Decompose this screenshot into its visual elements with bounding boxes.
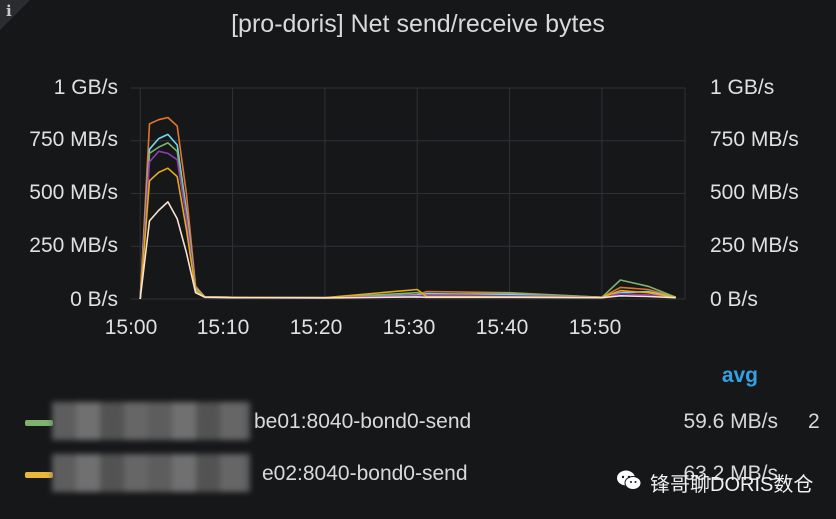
y-tick-label-right: 1 GB/s [710,76,775,99]
series-name[interactable]: be01:8040-bond0-send [254,410,472,433]
x-tick-label: 15:50 [568,316,622,339]
redacted-hostname [52,402,250,440]
x-tick-label: 15:10 [196,316,250,339]
series-color-swatch[interactable] [25,420,53,426]
series-line-4[interactable] [139,167,676,300]
y-tick-label-left: 500 MB/s [29,181,118,204]
watermark-text: 锋哥聊DORIS数仓 [650,474,814,496]
series-line-5[interactable] [139,201,676,300]
clipped-value: 2 [808,410,820,433]
y-tick-label-right: 0 B/s [710,288,758,311]
info-icon[interactable]: i [6,2,12,20]
wechat-icon [617,470,642,490]
legend-row[interactable]: e02:8040-bond0-send 63.2 MB/s [0,454,836,494]
grid-lines [131,87,686,300]
y-tick-label-left: 1 GB/s [53,76,118,99]
y-tick-label-left: 0 B/s [70,288,118,311]
series-line-3[interactable] [139,150,676,300]
x-tick-label: 15:20 [289,316,343,339]
series-line-1[interactable] [139,133,676,300]
series-avg-value: 63.2 MB/s [683,462,778,485]
redacted-hostname [52,454,250,492]
panel-info-corner[interactable] [0,0,30,30]
y-tick-label-left: 250 MB/s [29,234,118,257]
legend-row[interactable]: be01:8040-bond0-send 59.6 MB/s 2 [0,402,836,442]
series-name[interactable]: e02:8040-bond0-send [262,462,468,485]
watermark: 锋哥聊DORIS数仓 [616,464,816,498]
x-tick-label: 15:30 [382,316,436,339]
x-tick-label: 15:00 [104,316,158,339]
x-tick-label: 15:40 [475,316,529,339]
series-line-0[interactable] [139,116,677,300]
series-lines [139,116,677,300]
series-avg-value: 59.6 MB/s [683,410,778,433]
y-tick-label-right: 250 MB/s [710,234,799,257]
y-tick-label-left: 750 MB/s [29,128,118,151]
panel-title[interactable]: [pro-doris] Net send/receive bytes [231,10,605,38]
y-tick-label-right: 500 MB/s [710,181,799,204]
y-tick-label-right: 750 MB/s [710,128,799,151]
legend-avg-header[interactable]: avg [721,364,758,387]
series-line-2[interactable] [139,142,677,300]
series-color-swatch[interactable] [25,472,53,478]
